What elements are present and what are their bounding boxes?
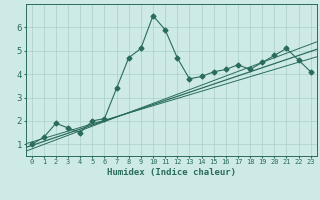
X-axis label: Humidex (Indice chaleur): Humidex (Indice chaleur) [107, 168, 236, 177]
